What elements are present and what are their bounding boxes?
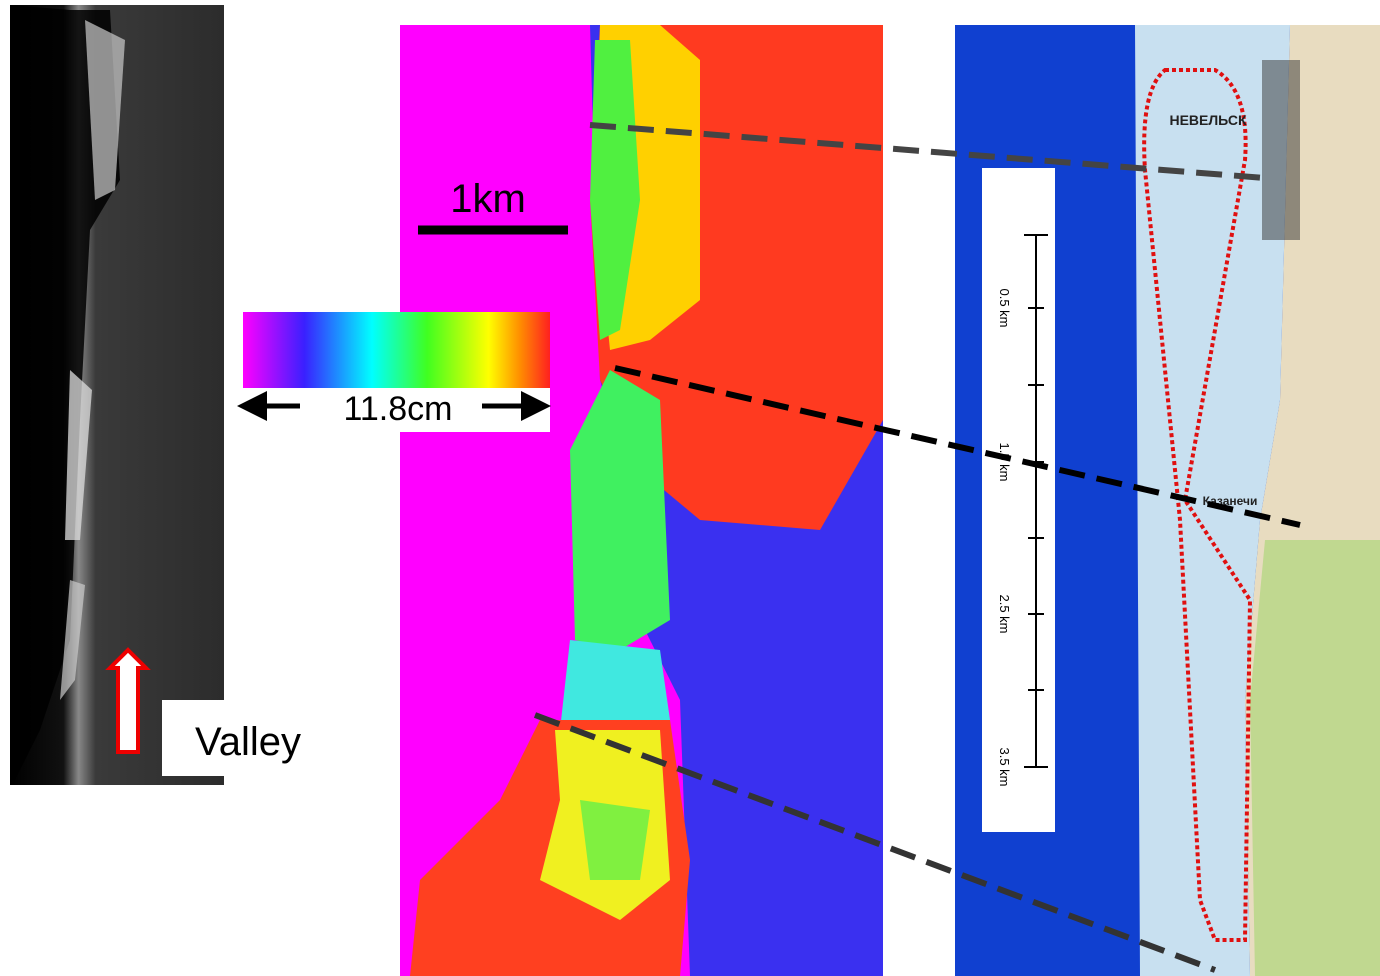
map-forest <box>1250 540 1380 976</box>
map-scale-label: 3.5 km <box>997 747 1012 786</box>
valley-label: Valley <box>195 720 301 764</box>
phase-cyan <box>560 640 670 730</box>
phase-green <box>580 800 650 880</box>
map-scale-label: 2.5 km <box>997 594 1012 633</box>
map-scale-label: 0.5 km <box>997 288 1012 327</box>
figure: Valley 1km 11.8cm НЕВЕЛЬСК Казанечи <box>0 0 1380 976</box>
map-scale-label: 1.5 km <box>997 442 1012 481</box>
colorbar-gradient <box>243 312 550 388</box>
map-scale-box <box>982 168 1055 832</box>
town-label: НЕВЕЛЬСК <box>1169 112 1247 128</box>
colorbar-label: 11.8cm <box>344 390 453 428</box>
colorbar: 11.8cm <box>243 312 550 432</box>
map-town <box>1262 60 1300 240</box>
scale-label: 1km <box>450 177 526 221</box>
interferogram-panel: 1km <box>400 25 883 976</box>
